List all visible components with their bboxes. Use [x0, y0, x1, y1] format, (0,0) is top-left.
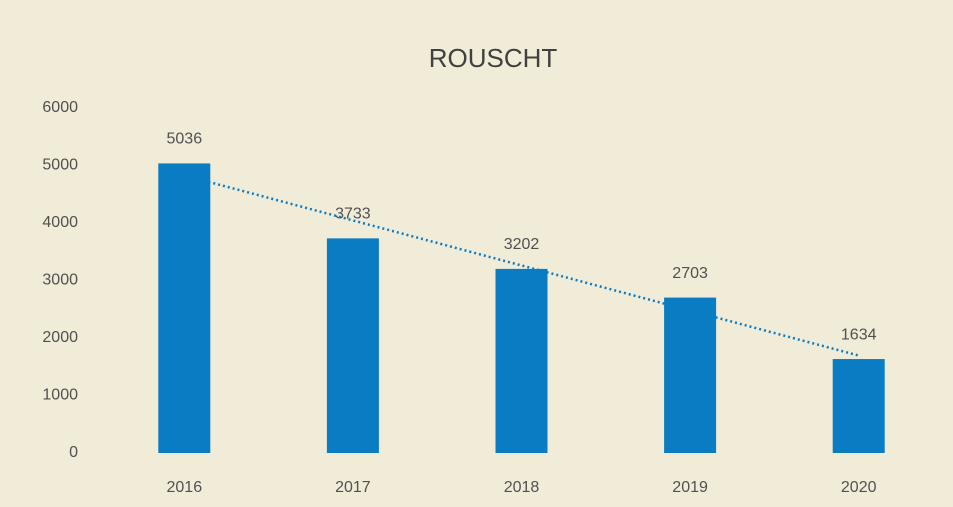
chart-title: ROUSCHT [429, 43, 558, 73]
bar [326, 238, 379, 453]
y-tick-label: 4000 [42, 214, 78, 231]
y-tick-label: 3000 [42, 272, 78, 289]
x-tick-label: 2019 [672, 479, 708, 496]
bar [158, 163, 211, 453]
data-label: 3202 [504, 236, 540, 253]
x-tick-label: 2017 [335, 479, 371, 496]
y-tick-label: 0 [69, 444, 78, 461]
y-tick-label: 1000 [42, 387, 78, 404]
x-tick-label: 2018 [504, 479, 540, 496]
data-label: 2703 [672, 265, 708, 282]
y-tick-label: 6000 [42, 99, 78, 116]
x-tick-label: 2020 [841, 479, 877, 496]
bar [664, 297, 717, 453]
y-tick-label: 5000 [42, 157, 78, 174]
data-label: 1634 [841, 326, 877, 343]
trendline [183, 174, 860, 357]
data-label: 5036 [167, 131, 203, 148]
data-label: 3733 [335, 206, 371, 223]
bar [832, 359, 885, 453]
bar [495, 268, 548, 453]
y-tick-label: 2000 [42, 329, 78, 346]
x-tick-label: 2016 [167, 479, 203, 496]
